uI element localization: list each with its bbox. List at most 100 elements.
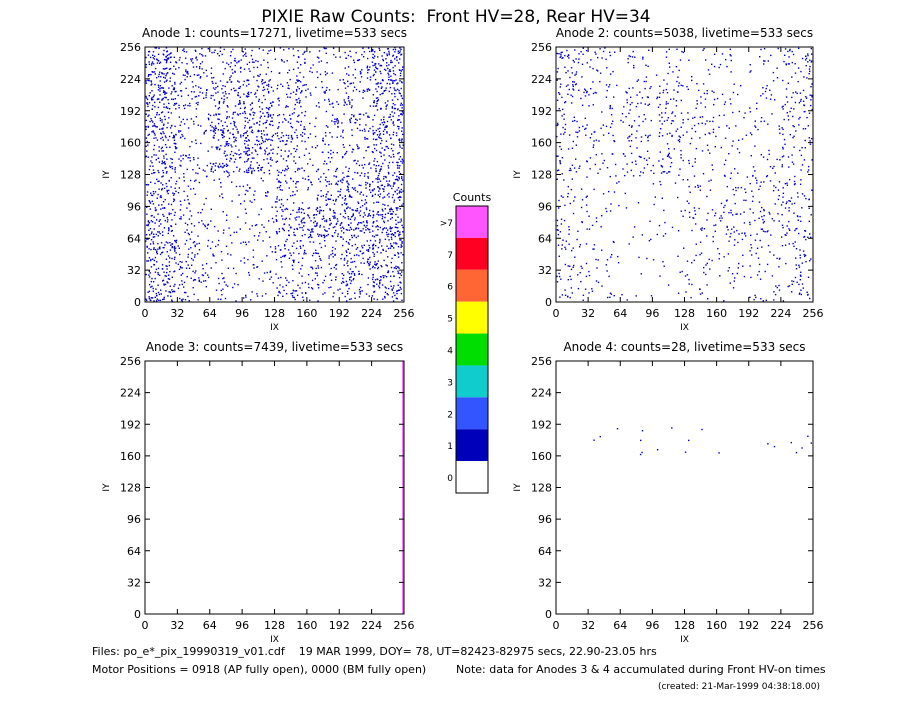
count-dot xyxy=(702,83,705,85)
count-dot xyxy=(244,143,246,145)
count-dot xyxy=(301,131,304,134)
count-dot xyxy=(307,214,309,216)
count-dot xyxy=(377,99,380,101)
count-dot xyxy=(606,167,609,169)
count-dot xyxy=(265,231,267,233)
count-dot xyxy=(172,98,175,101)
count-dot xyxy=(353,229,355,231)
count-dot xyxy=(246,130,248,132)
count-cell xyxy=(275,206,306,237)
count-dot xyxy=(230,88,233,91)
count-dot xyxy=(279,181,281,183)
count-dot xyxy=(147,103,149,105)
count-dot xyxy=(754,294,756,297)
count-dot xyxy=(389,70,392,73)
count-dot xyxy=(647,65,649,67)
count-dot xyxy=(568,54,570,57)
count-dot xyxy=(166,221,169,223)
count-dot xyxy=(309,133,312,135)
count-dot xyxy=(754,170,756,172)
count-dot xyxy=(807,171,809,173)
count-dot xyxy=(399,208,401,210)
count-dot xyxy=(778,284,780,287)
count-dot xyxy=(166,251,168,253)
count-dot xyxy=(232,286,234,289)
count-dot xyxy=(201,47,203,50)
count-dot xyxy=(223,171,225,173)
count-dot xyxy=(573,61,575,63)
count-dot xyxy=(379,280,381,282)
count-dot xyxy=(158,146,160,148)
count-dot xyxy=(182,135,184,137)
count-dot xyxy=(280,83,282,85)
count-dot xyxy=(153,154,155,156)
count-dot xyxy=(171,276,173,278)
count-dot xyxy=(157,53,160,55)
count-dot xyxy=(222,277,224,280)
count-dot xyxy=(770,54,772,57)
count-dot xyxy=(325,47,327,50)
count-dot xyxy=(721,53,724,55)
count-dot xyxy=(723,103,726,105)
count-dot xyxy=(347,265,349,267)
count-dot xyxy=(350,298,352,300)
count-dot xyxy=(287,121,290,123)
count-dot xyxy=(171,219,173,221)
count-dot xyxy=(379,240,381,242)
count-dot xyxy=(171,257,173,260)
count-dot xyxy=(682,51,685,54)
count-dot xyxy=(751,254,753,256)
count-dot xyxy=(310,220,312,222)
count-dot xyxy=(331,235,333,237)
count-dot xyxy=(354,122,357,124)
count-dot xyxy=(599,72,602,74)
count-dot xyxy=(397,108,399,110)
count-dot xyxy=(156,59,159,61)
count-dot xyxy=(195,108,198,110)
count-dot xyxy=(237,92,239,94)
count-dot xyxy=(311,279,314,282)
count-dot xyxy=(298,56,300,59)
count-dot xyxy=(399,80,401,82)
count-dot xyxy=(178,59,181,61)
count-dot xyxy=(263,88,266,91)
count-dot xyxy=(290,134,293,137)
count-dot xyxy=(163,132,165,135)
count-dot xyxy=(335,276,337,278)
count-dot xyxy=(337,180,339,182)
count-dot xyxy=(250,161,252,163)
count-dot xyxy=(323,279,325,282)
count-dot xyxy=(574,256,576,258)
count-dot xyxy=(278,180,280,182)
count-dot xyxy=(612,240,615,243)
count-dot xyxy=(156,58,158,60)
count-dot xyxy=(178,158,180,160)
count-dot xyxy=(267,52,269,55)
count-dot xyxy=(373,202,375,204)
count-dot xyxy=(260,142,263,145)
count-dot xyxy=(372,49,374,51)
count-dot xyxy=(227,106,229,108)
count-dot xyxy=(374,64,376,66)
y-tick-label: 96 xyxy=(127,200,141,213)
count-dot xyxy=(399,52,401,54)
count-dot xyxy=(356,127,359,130)
count-dot xyxy=(791,96,793,99)
count-dot xyxy=(150,258,152,261)
count-dot xyxy=(157,213,159,215)
count-cell xyxy=(145,111,177,143)
count-dot xyxy=(401,130,403,132)
count-dot xyxy=(276,87,278,90)
count-dot xyxy=(603,159,605,162)
count-dot xyxy=(398,267,400,269)
count-dot xyxy=(169,165,171,167)
count-dot xyxy=(217,244,219,246)
count-dot xyxy=(689,142,692,145)
count-dot xyxy=(395,223,397,225)
count-dot xyxy=(380,264,382,267)
count-dot xyxy=(597,259,599,261)
count-dot xyxy=(609,54,612,57)
count-dot xyxy=(391,245,393,247)
count-dot xyxy=(575,73,577,75)
count-dot xyxy=(156,251,158,253)
